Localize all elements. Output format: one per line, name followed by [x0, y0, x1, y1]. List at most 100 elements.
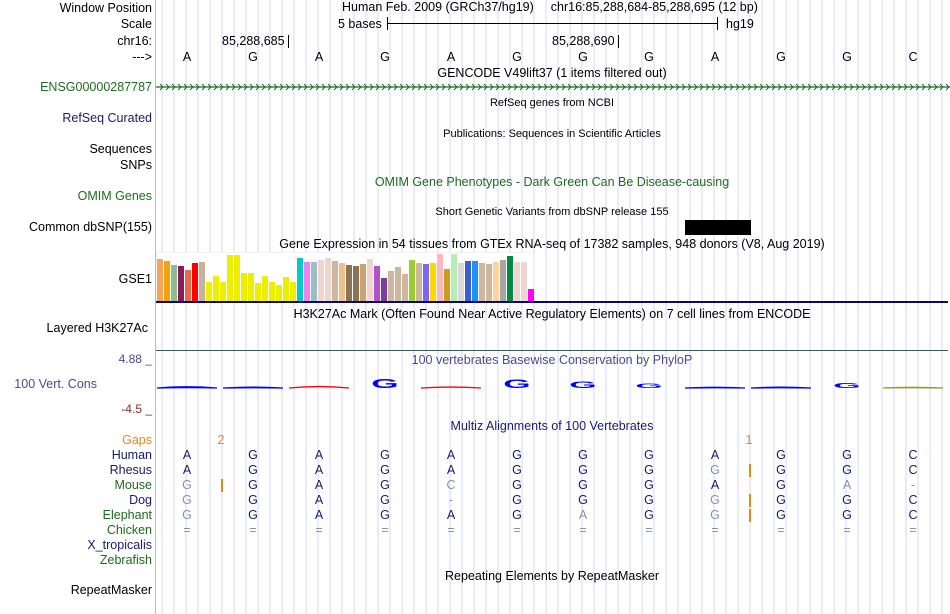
alignment-base: A [182, 463, 192, 477]
strand-arrow [657, 83, 662, 91]
species-label[interactable]: Rhesus [109, 463, 152, 477]
gtex-tissue-bar[interactable] [297, 258, 303, 301]
species-label[interactable]: Human [111, 448, 152, 462]
gtex-tissue-bar[interactable] [493, 262, 499, 301]
strand-arrow [339, 83, 344, 91]
gtex-tissue-bar[interactable] [374, 266, 380, 301]
gtex-tissue-bar[interactable] [514, 262, 520, 301]
refseq-track-label[interactable]: RefSeq Curated [62, 111, 152, 125]
gtex-tissue-bar[interactable] [346, 265, 352, 301]
gtex-tissue-bar[interactable] [269, 282, 275, 301]
gtex-expression-chart[interactable] [156, 252, 536, 302]
strand-arrow [195, 83, 200, 91]
gtex-tissue-bar[interactable] [206, 282, 212, 301]
strand-arrow [825, 83, 830, 91]
gtex-tissue-bar[interactable] [192, 263, 198, 301]
gtex-tissue-bar[interactable] [227, 255, 233, 301]
gtex-tissue-bar[interactable] [521, 262, 527, 301]
strand-arrow [249, 83, 254, 91]
gtex-tissue-bar[interactable] [486, 264, 492, 301]
h3k27ac-track-label[interactable]: Layered H3K27Ac [46, 321, 148, 335]
gtex-tissue-bar[interactable] [430, 263, 436, 301]
gtex-track-label[interactable]: GSE1 [118, 272, 152, 286]
sequence-base: G [776, 50, 786, 64]
snps-pubs-track-label[interactable]: SNPs [120, 158, 152, 172]
gtex-tissue-bar[interactable] [507, 256, 513, 301]
strand-arrow [453, 83, 458, 91]
gtex-tissue-bar[interactable] [283, 277, 289, 301]
species-label[interactable]: Zebrafish [99, 553, 152, 567]
gencode-gene-feature[interactable] [156, 80, 950, 94]
strand-arrow [861, 83, 866, 91]
gtex-tissue-bar[interactable] [171, 265, 177, 301]
gtex-tissue-bar[interactable] [381, 278, 387, 301]
species-label[interactable]: Elephant [102, 508, 152, 522]
gtex-tissue-bar[interactable] [332, 261, 338, 301]
gtex-tissue-bar[interactable] [248, 273, 254, 301]
conservation-track-label[interactable]: 100 Vert. Cons [14, 377, 97, 391]
gtex-tissue-bar[interactable] [241, 273, 247, 301]
gtex-tissue-bar[interactable] [318, 260, 324, 301]
strand-arrow [501, 83, 506, 91]
dbsnp-track-label[interactable]: Common dbSNP(155) [29, 220, 152, 234]
strand-arrow [243, 83, 248, 91]
gtex-tissue-bar[interactable] [213, 276, 219, 301]
alignment-base: = [513, 523, 521, 537]
gtex-tissue-bar[interactable] [220, 282, 226, 301]
gtex-tissue-bar[interactable] [157, 259, 163, 301]
gtex-tissue-bar[interactable] [528, 289, 534, 301]
refseq-track-title: RefSeq genes from NCBI [489, 97, 615, 109]
gtex-tissue-bar[interactable] [276, 285, 282, 301]
gtex-tissue-bar[interactable] [479, 263, 485, 301]
gtex-tissue-bar[interactable] [290, 282, 296, 301]
gtex-tissue-bar[interactable] [360, 264, 366, 301]
strand-arrow [495, 83, 500, 91]
dbsnp-variant-feature[interactable] [685, 220, 751, 235]
gtex-tissue-bar[interactable] [500, 260, 506, 301]
gtex-tissue-bar[interactable] [395, 267, 401, 301]
gtex-tissue-bar[interactable] [353, 266, 359, 301]
gtex-tissue-bar[interactable] [423, 264, 429, 301]
alignment-base: A [446, 448, 456, 462]
gtex-tissue-bar[interactable] [402, 274, 408, 301]
strand-arrow [585, 83, 590, 91]
gtex-tissue-bar[interactable] [255, 283, 261, 301]
species-label[interactable]: Mouse [114, 478, 152, 492]
gtex-tissue-bar[interactable] [262, 276, 268, 301]
repeatmasker-track-label[interactable]: RepeatMasker [70, 583, 152, 597]
conservation-base-glyph: G [569, 380, 596, 390]
gtex-tissue-bar[interactable] [416, 263, 422, 301]
publications-track-label[interactable]: Sequences [89, 142, 152, 156]
alignment-base: G [644, 493, 654, 507]
gtex-tissue-bar[interactable] [444, 269, 450, 301]
gtex-tissue-bar[interactable] [234, 255, 240, 301]
gtex-tissue-bar[interactable] [409, 260, 415, 301]
gtex-tissue-bar[interactable] [458, 263, 464, 301]
gtex-tissue-bar[interactable] [178, 266, 184, 301]
strand-arrow [855, 83, 860, 91]
gtex-tissue-bar[interactable] [164, 261, 170, 301]
omim-track-label[interactable]: OMIM Genes [77, 189, 152, 203]
strand-arrow [645, 83, 650, 91]
gtex-tissue-bar[interactable] [199, 262, 205, 301]
species-label[interactable]: Dog [129, 493, 152, 507]
gtex-tissue-bar[interactable] [311, 262, 317, 301]
gencode-gene-label[interactable]: ENSG00000287787 [40, 80, 152, 94]
gtex-tissue-bar[interactable] [304, 262, 310, 301]
gtex-tissue-bar[interactable] [472, 261, 478, 301]
gtex-tissue-bar[interactable] [465, 261, 471, 301]
gtex-tissue-bar[interactable] [185, 270, 191, 301]
gtex-tissue-bar[interactable] [367, 259, 373, 301]
conservation-base-glyph [882, 386, 944, 389]
gtex-tissue-bar[interactable] [339, 263, 345, 301]
species-label[interactable]: Chicken [106, 523, 152, 537]
species-label[interactable]: X_tropicalis [87, 538, 152, 552]
gtex-tissue-bar[interactable] [325, 258, 331, 301]
gtex-tissue-bar[interactable] [437, 254, 443, 301]
gtex-tissue-bar[interactable] [388, 271, 394, 301]
gtex-tissue-bar[interactable] [451, 254, 457, 301]
multiz-track-title: Multiz Alignments of 100 Vertebrates [450, 419, 654, 433]
position-readout: chr16:85,288,684-85,288,695 (12 bp) [550, 0, 758, 14]
alignment-base: G [578, 463, 588, 477]
